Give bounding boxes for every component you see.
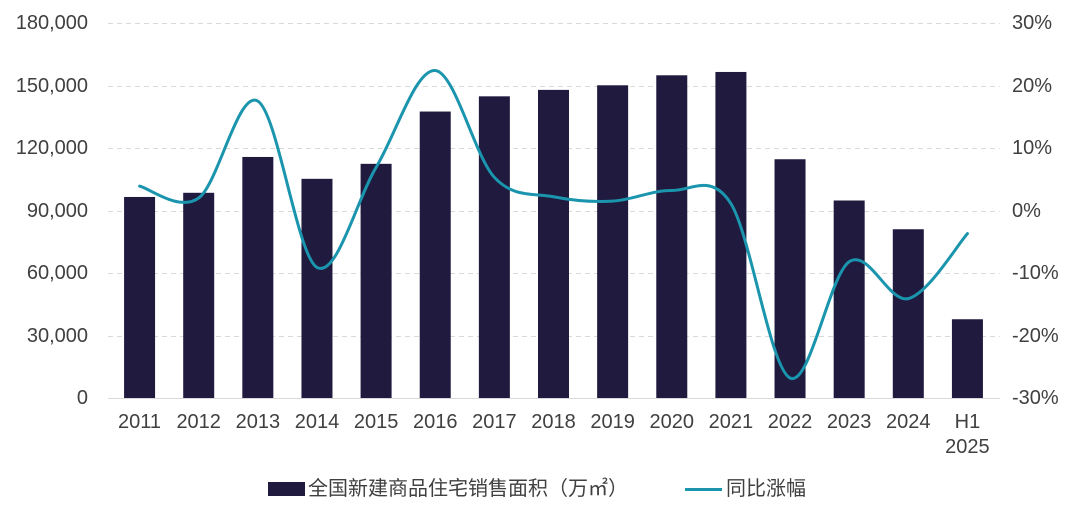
x-tick-label: 2013: [235, 411, 281, 433]
x-tick-label: 2018: [531, 411, 576, 433]
x-tick-label: 2022: [767, 411, 813, 433]
bar-2020: [656, 75, 688, 398]
bar-2012: [183, 192, 215, 398]
y-left-tick-label: 90,000: [26, 199, 88, 222]
line-series: [138, 69, 969, 380]
bar-2018: [538, 89, 569, 399]
y-right-tick-label: -20%: [1012, 324, 1059, 347]
yoy-growth-line: [138, 69, 969, 380]
bar-2011: [124, 196, 156, 398]
x-tick-label: H1 2025: [945, 411, 990, 458]
y-right-tick-label: -30%: [1012, 387, 1059, 409]
y-right-tick-label: 0%: [1012, 199, 1041, 222]
bar-2015: [360, 163, 392, 398]
legend-label-yoy-growth: 同比涨幅: [726, 478, 806, 500]
x-tick-label: 2012: [176, 411, 221, 433]
bar-2017: [478, 96, 510, 398]
y-right-tick-label: 10%: [1012, 137, 1053, 159]
x-tick-label: 2023: [826, 411, 872, 433]
bar-2013: [242, 156, 274, 398]
bar-h1-2025: [951, 319, 983, 398]
bar-2023: [833, 200, 865, 398]
x-tick-label: 2014: [294, 411, 340, 433]
bar-2019: [597, 85, 629, 398]
x-tick-label: 2021: [708, 411, 754, 433]
y-left-tick-label: 120,000: [15, 137, 88, 159]
x-tick-label: 2020: [649, 411, 695, 433]
bar-2024: [892, 229, 924, 398]
y-left-tick-label: 180,000: [15, 12, 88, 34]
legend-line-swatch: [685, 488, 722, 491]
legend-label-sales-area: 全国新建商品住宅销售面积（万㎡）: [308, 478, 628, 500]
x-tick-label: 2011: [118, 411, 162, 433]
legend-bar-swatch: [268, 482, 305, 496]
bar-2016: [419, 111, 451, 398]
x-tick-label: 2015: [353, 411, 399, 433]
x-tick-label: 2017: [472, 411, 517, 433]
x-tick-label: 2016: [412, 411, 458, 433]
y-right-tick-label: -10%: [1012, 262, 1059, 284]
legend: 全国新建商品住宅销售面积（万㎡） 同比涨幅: [0, 477, 1074, 503]
y-right-tick-label: 20%: [1012, 74, 1053, 97]
y-right-tick-label: 30%: [1012, 12, 1053, 34]
y-left-tick-label: 60,000: [26, 262, 88, 284]
bar-2022: [774, 159, 806, 398]
bar-2014: [301, 178, 333, 398]
x-tick-label: 2024: [886, 411, 931, 433]
y-left-tick-label: 30,000: [26, 324, 88, 347]
bar-2021: [715, 71, 747, 399]
y-left-tick-label: 150,000: [15, 74, 88, 97]
x-tick-label: 2019: [590, 411, 635, 433]
y-left-tick-label: 0: [76, 387, 88, 409]
bar-series: [124, 71, 983, 399]
